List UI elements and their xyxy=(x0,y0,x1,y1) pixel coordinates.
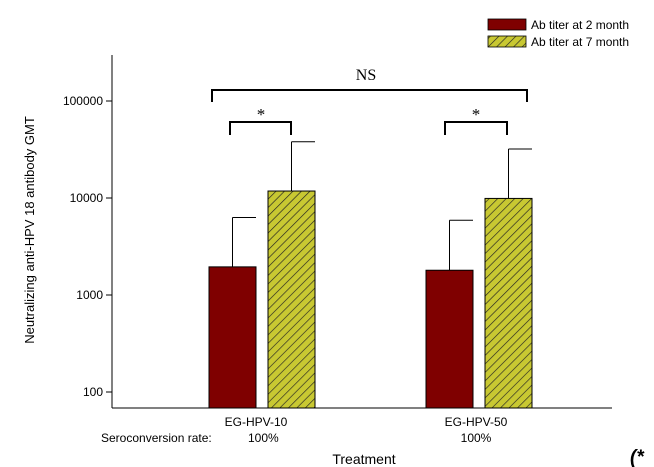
corner-text: (* xyxy=(630,447,645,467)
category-label-2: EG-HPV-50 xyxy=(445,415,508,429)
category-label-1: EG-HPV-10 xyxy=(225,415,288,429)
overall-significance-bracket xyxy=(211,89,528,102)
legend-swatch-7-month xyxy=(487,35,527,48)
legend: Ab titer at 2 month Ab titer at 7 month xyxy=(487,18,629,49)
pair-significance-label-1: * xyxy=(257,105,266,124)
legend-swatch-2-month xyxy=(487,18,527,31)
seroconversion-value-1: 100% xyxy=(248,431,279,445)
legend-label-2-month: Ab titer at 2 month xyxy=(531,18,629,32)
y-tick-label: 100000 xyxy=(63,94,103,108)
seroconversion-value-2: 100% xyxy=(461,431,492,445)
y-tick-label: 1000 xyxy=(76,288,103,302)
seroconversion-label: Seroconversion rate: xyxy=(101,431,212,445)
overall-significance-label: NS xyxy=(356,67,376,84)
bar-2-month-1 xyxy=(208,266,257,409)
pair-bracket-2 xyxy=(444,121,508,135)
pair-significance-label-2: * xyxy=(472,105,481,124)
bar-7-month-2 xyxy=(484,197,533,409)
y-tick-label: 100 xyxy=(83,385,103,399)
bar-2-month-2 xyxy=(425,269,474,409)
significance-brackets xyxy=(211,89,528,135)
y-ticks: 100 1000 10000 100000 xyxy=(63,94,112,399)
y-axis-label: Neutralizing anti-HPV 18 antibody GMT xyxy=(22,116,37,344)
y-tick-label: 10000 xyxy=(70,191,104,205)
bar-7-month-1 xyxy=(267,190,316,409)
bars xyxy=(208,190,533,409)
error-bars xyxy=(232,141,532,271)
x-axis-label: Treatment xyxy=(332,451,395,467)
legend-label-7-month: Ab titer at 7 month xyxy=(531,35,629,49)
pair-bracket-1 xyxy=(229,121,292,135)
